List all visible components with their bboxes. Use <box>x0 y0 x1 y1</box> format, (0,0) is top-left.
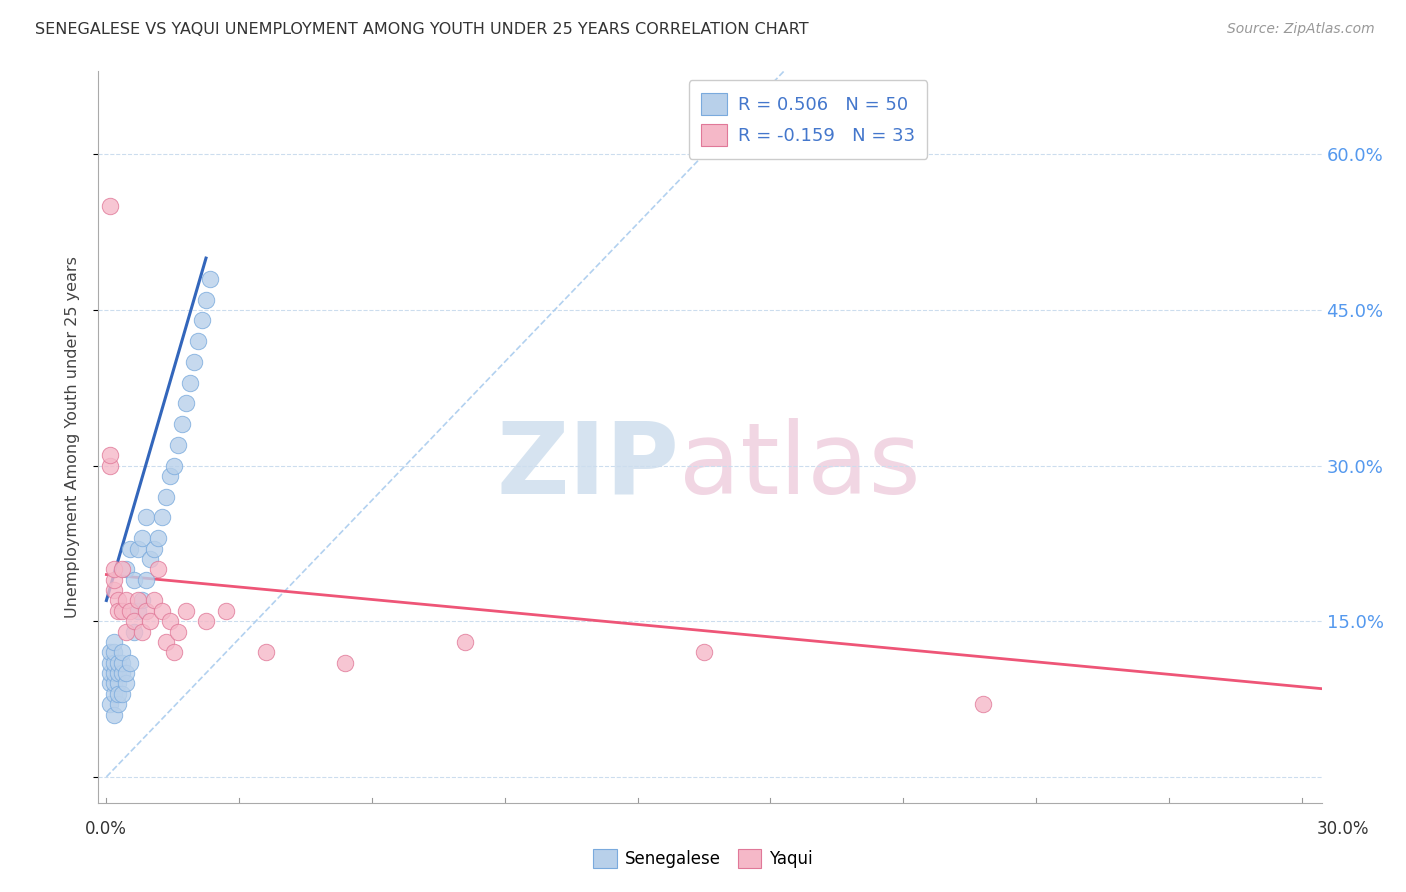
Point <box>124 614 146 628</box>
Point <box>131 593 153 607</box>
Point <box>103 687 125 701</box>
Point <box>143 593 166 607</box>
Point <box>100 656 122 670</box>
Text: SENEGALESE VS YAQUI UNEMPLOYMENT AMONG YOUTH UNDER 25 YEARS CORRELATION CHART: SENEGALESE VS YAQUI UNEMPLOYMENT AMONG Y… <box>35 22 808 37</box>
Point <box>103 707 125 722</box>
Point <box>139 614 162 628</box>
Point <box>111 645 134 659</box>
Point <box>111 687 134 701</box>
Point <box>163 458 186 473</box>
Text: Source: ZipAtlas.com: Source: ZipAtlas.com <box>1227 22 1375 37</box>
Text: atlas: atlas <box>679 417 921 515</box>
Point <box>120 656 142 670</box>
Point <box>111 604 134 618</box>
Point <box>159 614 181 628</box>
Point <box>163 645 186 659</box>
Y-axis label: Unemployment Among Youth under 25 years: Unemployment Among Youth under 25 years <box>65 256 80 618</box>
Point <box>454 635 477 649</box>
Point <box>115 593 138 607</box>
Point <box>115 676 138 690</box>
Point <box>103 635 125 649</box>
Point <box>115 624 138 639</box>
Point <box>107 698 129 712</box>
Point <box>191 313 214 327</box>
Point <box>150 510 173 524</box>
Point <box>155 490 177 504</box>
Point <box>135 604 157 618</box>
Point <box>131 531 153 545</box>
Point <box>972 698 994 712</box>
Point <box>124 573 146 587</box>
Point <box>100 199 122 213</box>
Point <box>127 604 149 618</box>
Point <box>148 562 170 576</box>
Point <box>103 666 125 681</box>
Point <box>143 541 166 556</box>
Point <box>124 624 146 639</box>
Point <box>100 448 122 462</box>
Text: 30.0%: 30.0% <box>1316 820 1369 838</box>
Point <box>120 541 142 556</box>
Point <box>335 656 357 670</box>
Point <box>115 666 138 681</box>
Point <box>155 635 177 649</box>
Point <box>183 355 205 369</box>
Point <box>107 676 129 690</box>
Point <box>120 604 142 618</box>
Point <box>103 573 125 587</box>
Point <box>103 645 125 659</box>
Point <box>167 438 190 452</box>
Point <box>174 396 197 410</box>
Point <box>150 604 173 618</box>
Point <box>195 614 218 628</box>
Point <box>167 624 190 639</box>
Point <box>135 573 157 587</box>
Point <box>127 541 149 556</box>
Point <box>111 656 134 670</box>
Point <box>693 645 716 659</box>
Legend: Senegalese, Yaqui: Senegalese, Yaqui <box>586 842 820 875</box>
Point <box>111 562 134 576</box>
Point <box>198 272 221 286</box>
Point <box>103 676 125 690</box>
Point <box>215 604 238 618</box>
Point <box>148 531 170 545</box>
Point <box>127 593 149 607</box>
Point <box>107 656 129 670</box>
Point <box>135 510 157 524</box>
Point <box>172 417 194 431</box>
Point <box>100 698 122 712</box>
Point <box>100 645 122 659</box>
Point <box>174 604 197 618</box>
Point <box>254 645 277 659</box>
Legend: R = 0.506   N = 50, R = -0.159   N = 33: R = 0.506 N = 50, R = -0.159 N = 33 <box>689 80 928 159</box>
Point <box>139 552 162 566</box>
Point <box>111 666 134 681</box>
Point <box>100 666 122 681</box>
Text: ZIP: ZIP <box>496 417 679 515</box>
Point <box>107 604 129 618</box>
Point <box>179 376 201 390</box>
Point <box>195 293 218 307</box>
Point <box>103 583 125 598</box>
Point <box>100 676 122 690</box>
Point <box>103 562 125 576</box>
Point <box>115 562 138 576</box>
Point <box>100 458 122 473</box>
Point <box>107 593 129 607</box>
Point <box>107 666 129 681</box>
Text: 0.0%: 0.0% <box>84 820 127 838</box>
Point <box>103 656 125 670</box>
Point <box>107 687 129 701</box>
Point <box>187 334 209 348</box>
Point <box>159 469 181 483</box>
Point <box>131 624 153 639</box>
